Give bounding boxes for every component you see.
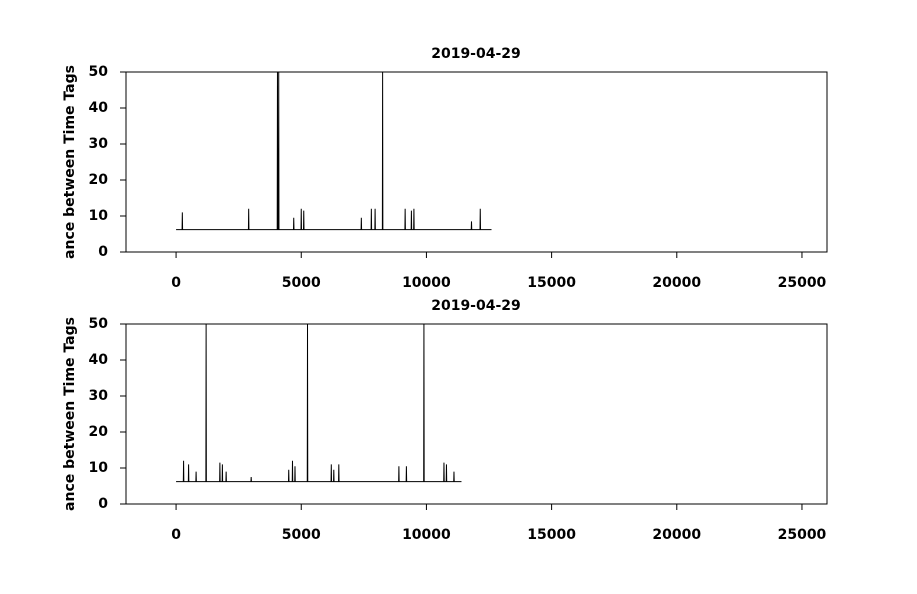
data-line (176, 323, 462, 483)
x-tick-label: 15000 (527, 275, 576, 291)
y-tick-label: 50 (89, 316, 109, 332)
y-tick-label: 0 (98, 496, 108, 512)
chart-title: 2019-04-29 (431, 46, 521, 62)
y-tick-label: 40 (89, 100, 109, 116)
y-axis-label: ance between Time Tags (62, 317, 78, 511)
y-tick-label: 10 (89, 208, 109, 224)
plot-frame (125, 71, 828, 253)
y-tick-label: 20 (89, 424, 109, 440)
x-tick-label: 20000 (652, 275, 701, 291)
x-tick-label: 25000 (778, 275, 827, 291)
plot-frame (125, 323, 828, 505)
y-tick-label: 30 (89, 388, 109, 404)
x-tick-label: 20000 (652, 527, 701, 543)
y-tick-label: 10 (89, 460, 109, 476)
y-tick-label: 30 (89, 136, 109, 152)
data-line (176, 71, 492, 231)
chart-title: 2019-04-29 (431, 298, 521, 314)
x-tick-label: 5000 (282, 275, 321, 291)
y-tick-label: 0 (98, 244, 108, 260)
y-axis-label: ance between Time Tags (62, 65, 78, 259)
x-tick-label: 5000 (282, 527, 321, 543)
x-tick-label: 15000 (527, 527, 576, 543)
y-tick-label: 40 (89, 352, 109, 368)
x-tick-label: 0 (171, 527, 181, 543)
y-tick-label: 20 (89, 172, 109, 188)
x-tick-label: 10000 (402, 527, 451, 543)
x-tick-label: 0 (171, 275, 181, 291)
y-tick-label: 50 (89, 64, 109, 80)
x-tick-label: 25000 (778, 527, 827, 543)
x-tick-label: 10000 (402, 275, 451, 291)
